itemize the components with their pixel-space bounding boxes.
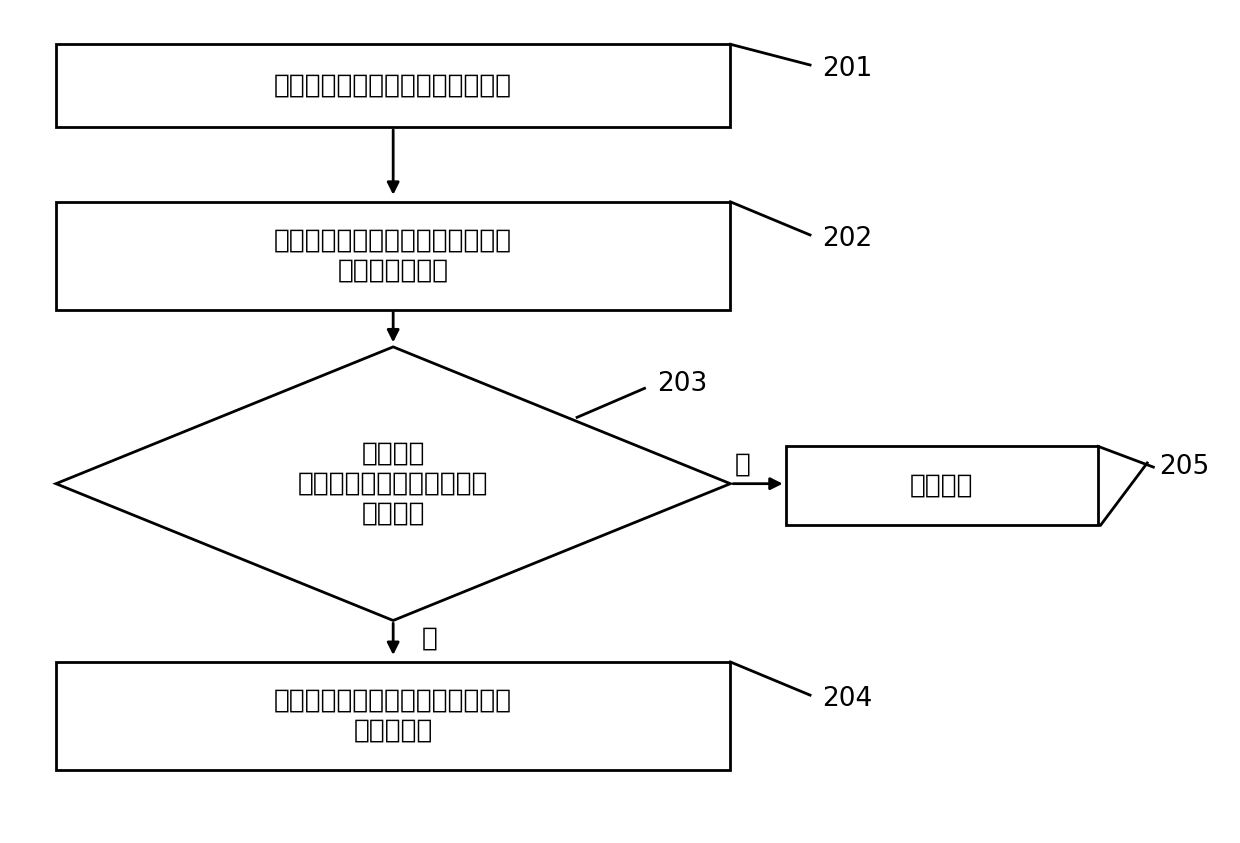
- Text: 203: 203: [657, 371, 707, 397]
- Text: 计算预存零点检测量与所述零点检
测量之间的差值: 计算预存零点检测量与所述零点检 测量之间的差值: [274, 228, 512, 284]
- FancyBboxPatch shape: [785, 447, 1099, 525]
- Text: 提示故障: 提示故障: [910, 473, 973, 499]
- FancyBboxPatch shape: [56, 44, 730, 127]
- FancyBboxPatch shape: [56, 662, 730, 770]
- FancyBboxPatch shape: [56, 201, 730, 309]
- Text: 201: 201: [822, 56, 873, 82]
- Text: 202: 202: [822, 226, 873, 252]
- Text: 将所述预存零点检测量替换为所述
零点检测量: 将所述预存零点检测量替换为所述 零点检测量: [274, 688, 512, 744]
- Text: 否: 否: [734, 452, 750, 478]
- Text: 204: 204: [822, 686, 873, 712]
- Text: 205: 205: [1159, 454, 1210, 481]
- Text: 获取氮氧化物传感器的零点检测量: 获取氮氧化物传感器的零点检测量: [274, 72, 512, 99]
- Text: 判断所述
差值是否存在于预设零点差
值范围内: 判断所述 差值是否存在于预设零点差 值范围内: [298, 441, 489, 527]
- Polygon shape: [56, 346, 730, 620]
- Text: 是: 是: [422, 626, 438, 652]
